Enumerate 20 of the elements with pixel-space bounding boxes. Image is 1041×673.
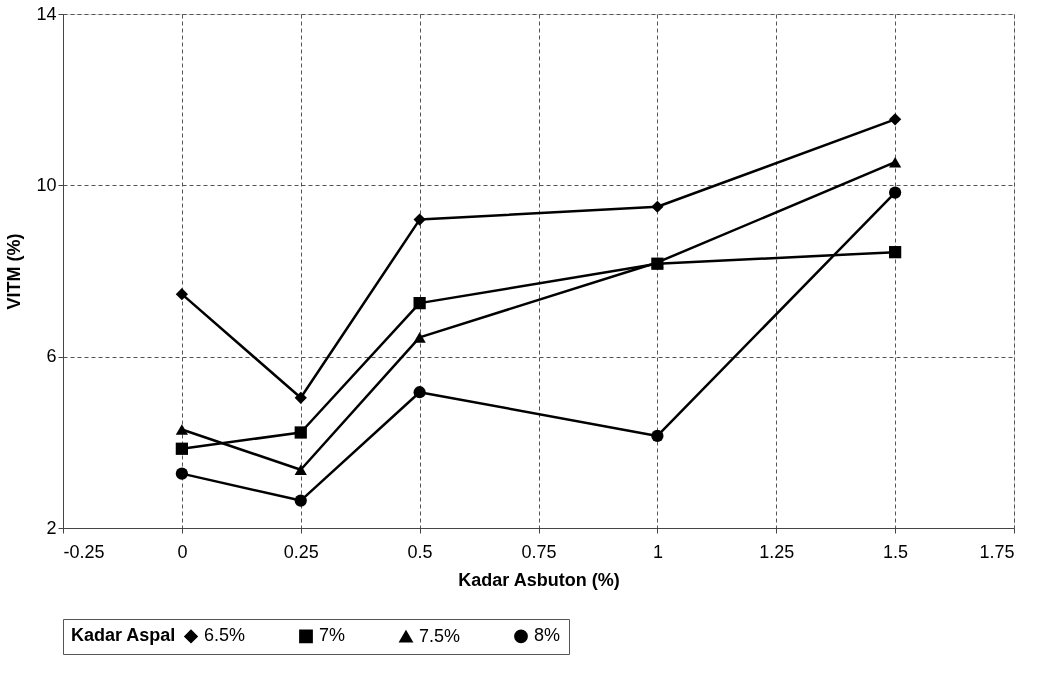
y-tick-label: 14 — [36, 3, 57, 24]
x-tick-label: 0.5 — [407, 541, 433, 562]
legend-title: Kadar Aspal — [71, 625, 176, 645]
legend-label: 7% — [319, 625, 346, 646]
legend-label: 7.5% — [419, 625, 461, 646]
x-tick-label: 0.75 — [521, 541, 557, 562]
x-tick-label: 1.5 — [883, 541, 909, 562]
x-tick-label: -0.25 — [63, 541, 105, 562]
y-axis-title: VITM (%) — [4, 233, 25, 310]
x-tick-label: 0 — [177, 541, 188, 562]
x-tick-label: 1.25 — [759, 541, 795, 562]
y-tick-label: 10 — [36, 174, 57, 195]
y-tick-label: 6 — [46, 346, 57, 367]
legend-label: 6.5% — [204, 625, 246, 646]
x-axis-title: Kadar Asbuton (%) — [458, 569, 620, 590]
legend-label: 8% — [534, 625, 561, 646]
x-tick-label: 1 — [652, 541, 663, 562]
x-tick-label: 1.75 — [979, 541, 1015, 562]
y-tick-label: 2 — [46, 517, 57, 538]
x-tick-label: 0.25 — [283, 541, 319, 562]
